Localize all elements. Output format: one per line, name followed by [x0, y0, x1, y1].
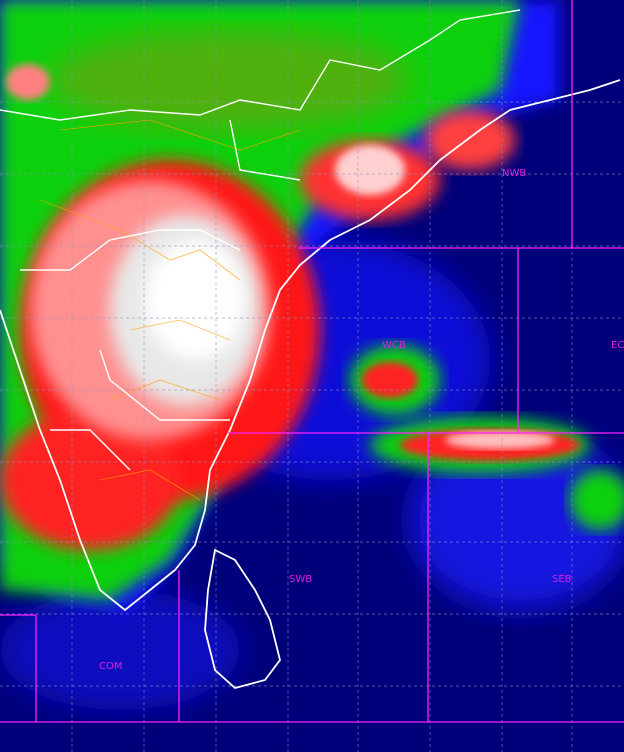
region-label-seb: SEB	[552, 574, 572, 585]
coastline	[0, 79, 621, 689]
sea-area-boundaries	[0, 0, 624, 723]
region-label-swb: SWB	[289, 574, 313, 585]
region-label-nwb: NWB	[502, 168, 527, 179]
state-borders	[0, 9, 521, 471]
region-label-com: COM	[99, 661, 123, 672]
state-boundaries	[39, 119, 301, 501]
region-label-wcb: WCB	[382, 340, 406, 351]
region-label-ecb: EC	[611, 340, 624, 351]
